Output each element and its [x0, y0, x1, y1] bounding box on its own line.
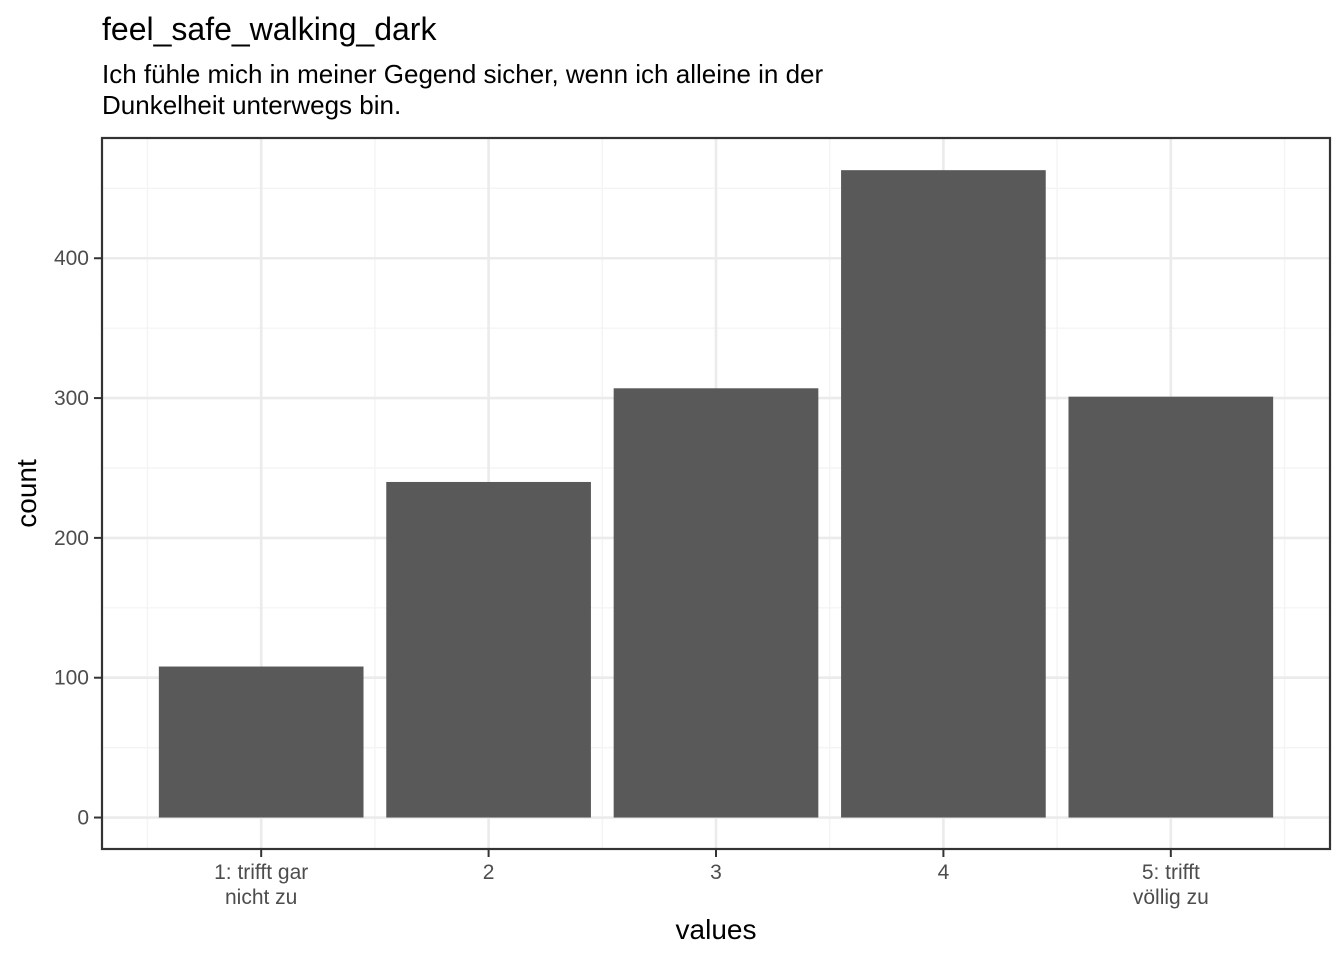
y-tick-label: 100 [54, 667, 89, 690]
x-tick-label-line: 5: trifft [1142, 861, 1200, 884]
chart-subtitle-line-2: Dunkelheit unterwegs bin. [102, 90, 401, 120]
bar [841, 170, 1046, 818]
y-tick-label: 300 [54, 387, 89, 410]
bar [1068, 396, 1274, 818]
x-axis: 1: trifft gar nicht zu 2 3 4 5: trifft völlig … [214, 849, 1209, 909]
chart-subtitle-line-1: Ich fühle mich in meiner Gegend sicher, … [102, 59, 824, 89]
x-tick-label-line: völlig zu [1133, 886, 1209, 909]
chart-title: feel_safe_walking_dark [102, 11, 437, 47]
bar [613, 388, 819, 818]
x-tick-label: 2 [483, 861, 495, 884]
x-tick-label: 1: trifft gar nicht zu [214, 861, 308, 909]
y-axis: 0 100 200 300 400 [54, 247, 102, 830]
y-tick-label: 200 [54, 527, 89, 550]
x-tick-label-line: 4 [938, 861, 950, 884]
bar [386, 481, 591, 818]
bars [158, 170, 1274, 818]
x-tick-label-line: 2 [483, 861, 495, 884]
y-axis-label: count [11, 459, 42, 528]
y-tick-label: 400 [54, 247, 89, 270]
x-axis-label: values [676, 914, 757, 945]
x-tick-label-line: 3 [710, 861, 722, 884]
x-tick-label: 4 [938, 861, 950, 884]
bar [158, 666, 364, 818]
x-tick-label-line: nicht zu [225, 886, 297, 909]
x-tick-label: 3 [710, 861, 722, 884]
y-tick-label: 0 [77, 807, 89, 830]
x-tick-label-line: 1: trifft gar [214, 861, 308, 884]
x-tick-label: 5: trifft völlig zu [1133, 861, 1209, 909]
